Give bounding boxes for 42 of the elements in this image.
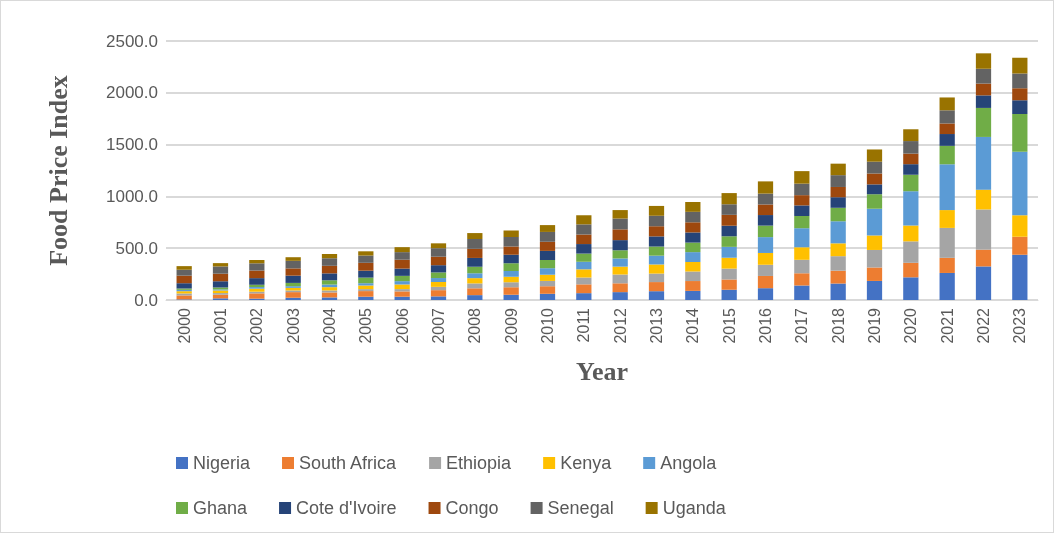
x-tick-label: 2022: [975, 307, 992, 344]
x-tick-label: 2000: [175, 307, 193, 344]
x-tick-label: 2005: [357, 307, 375, 344]
x-tick-label: 2011: [575, 307, 593, 343]
legend-label: Angola: [660, 453, 747, 473]
x-tick-label: 2015: [720, 307, 738, 344]
x-axis-title: Year: [576, 356, 628, 386]
x-tick-label: 2006: [393, 307, 411, 344]
legend-label: Uganda: [662, 498, 756, 518]
x-tick-label: 2020: [902, 307, 920, 344]
x-tick-label: 2008: [466, 307, 484, 344]
x-tick-label: 2013: [648, 307, 665, 344]
x-tick-label: 2003: [284, 307, 302, 344]
legend-label: Cote d'Ivoire: [296, 498, 427, 518]
y-tick-label: 1000.0: [106, 186, 158, 206]
x-tick-label: 2004: [321, 307, 338, 344]
y-axis-title: Food Price Index: [43, 75, 73, 266]
x-tick-label: 2018: [829, 307, 847, 344]
x-tick-label: 2023: [1011, 307, 1029, 344]
legend-label: Congo: [445, 498, 529, 518]
legend-label: Nigeria: [193, 453, 281, 473]
y-tick-label: 0.0: [134, 290, 158, 310]
x-tick-label: 2014: [684, 307, 702, 344]
x-tick-label: 2009: [502, 307, 520, 344]
x-tick-label: 2019: [866, 307, 883, 344]
x-tick-label: 2007: [430, 307, 447, 344]
y-tick-label: 2500.0: [106, 31, 158, 51]
legend-label: Senegal: [547, 498, 644, 518]
x-tick-label: 2010: [539, 307, 556, 344]
x-tick-label: 2017: [793, 307, 811, 344]
x-tick-label: 2021: [938, 307, 956, 344]
y-tick-label: 500.0: [115, 238, 158, 258]
y-tick-label: 1500.0: [106, 135, 158, 155]
y-tick-label: 2000.0: [106, 83, 158, 103]
legend-label: Kenya: [560, 453, 642, 473]
x-tick-label: 2002: [248, 307, 266, 344]
x-tick-label: 2001: [212, 307, 229, 344]
legend-label: Ethiopia: [446, 453, 542, 473]
x-tick-label: 2016: [757, 307, 774, 344]
legend-label: Ghana: [193, 498, 278, 518]
legend-label: South Africa: [299, 453, 427, 473]
x-tick-label: 2012: [611, 307, 629, 344]
